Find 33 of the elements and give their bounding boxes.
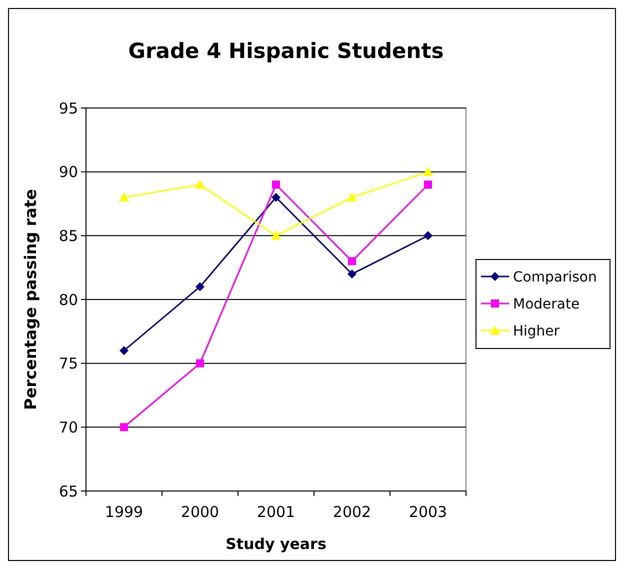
- legend-label: Comparison: [513, 269, 597, 286]
- point: [196, 282, 204, 292]
- point: [195, 180, 205, 189]
- y-tick-label: 80: [58, 290, 78, 309]
- x-tick-label: 1999: [104, 503, 144, 521]
- point: [347, 192, 357, 202]
- legend-label: Moderate: [513, 296, 580, 312]
- point: [423, 166, 433, 176]
- x-tick-label: 2002: [332, 503, 372, 521]
- point: [196, 359, 204, 368]
- point: [424, 231, 432, 240]
- point: [272, 192, 280, 202]
- x-tick-label: 2001: [256, 503, 296, 521]
- x-tick-label: 2003: [408, 503, 448, 521]
- y-axis-title: Percentage passing rate: [21, 188, 40, 410]
- point: [271, 230, 281, 240]
- x-tick-label: 2000: [180, 503, 220, 521]
- point: [120, 346, 128, 356]
- point: [119, 192, 129, 202]
- legend-label: Higher: [513, 323, 560, 340]
- point: [348, 269, 356, 278]
- x-axis-title: Study years: [226, 535, 326, 553]
- point: [424, 180, 432, 189]
- point: [120, 423, 128, 432]
- chart-title: Grade 4 Hispanic Students: [128, 39, 444, 63]
- y-tick-label: 75: [58, 354, 78, 373]
- y-tick-label: 90: [58, 163, 78, 182]
- y-tick-label: 85: [58, 226, 78, 245]
- point: [348, 257, 356, 266]
- y-tick-label: 65: [58, 482, 78, 500]
- y-tick-label: 70: [58, 418, 78, 436]
- point: [272, 180, 280, 189]
- y-tick-label: 95: [58, 99, 78, 118]
